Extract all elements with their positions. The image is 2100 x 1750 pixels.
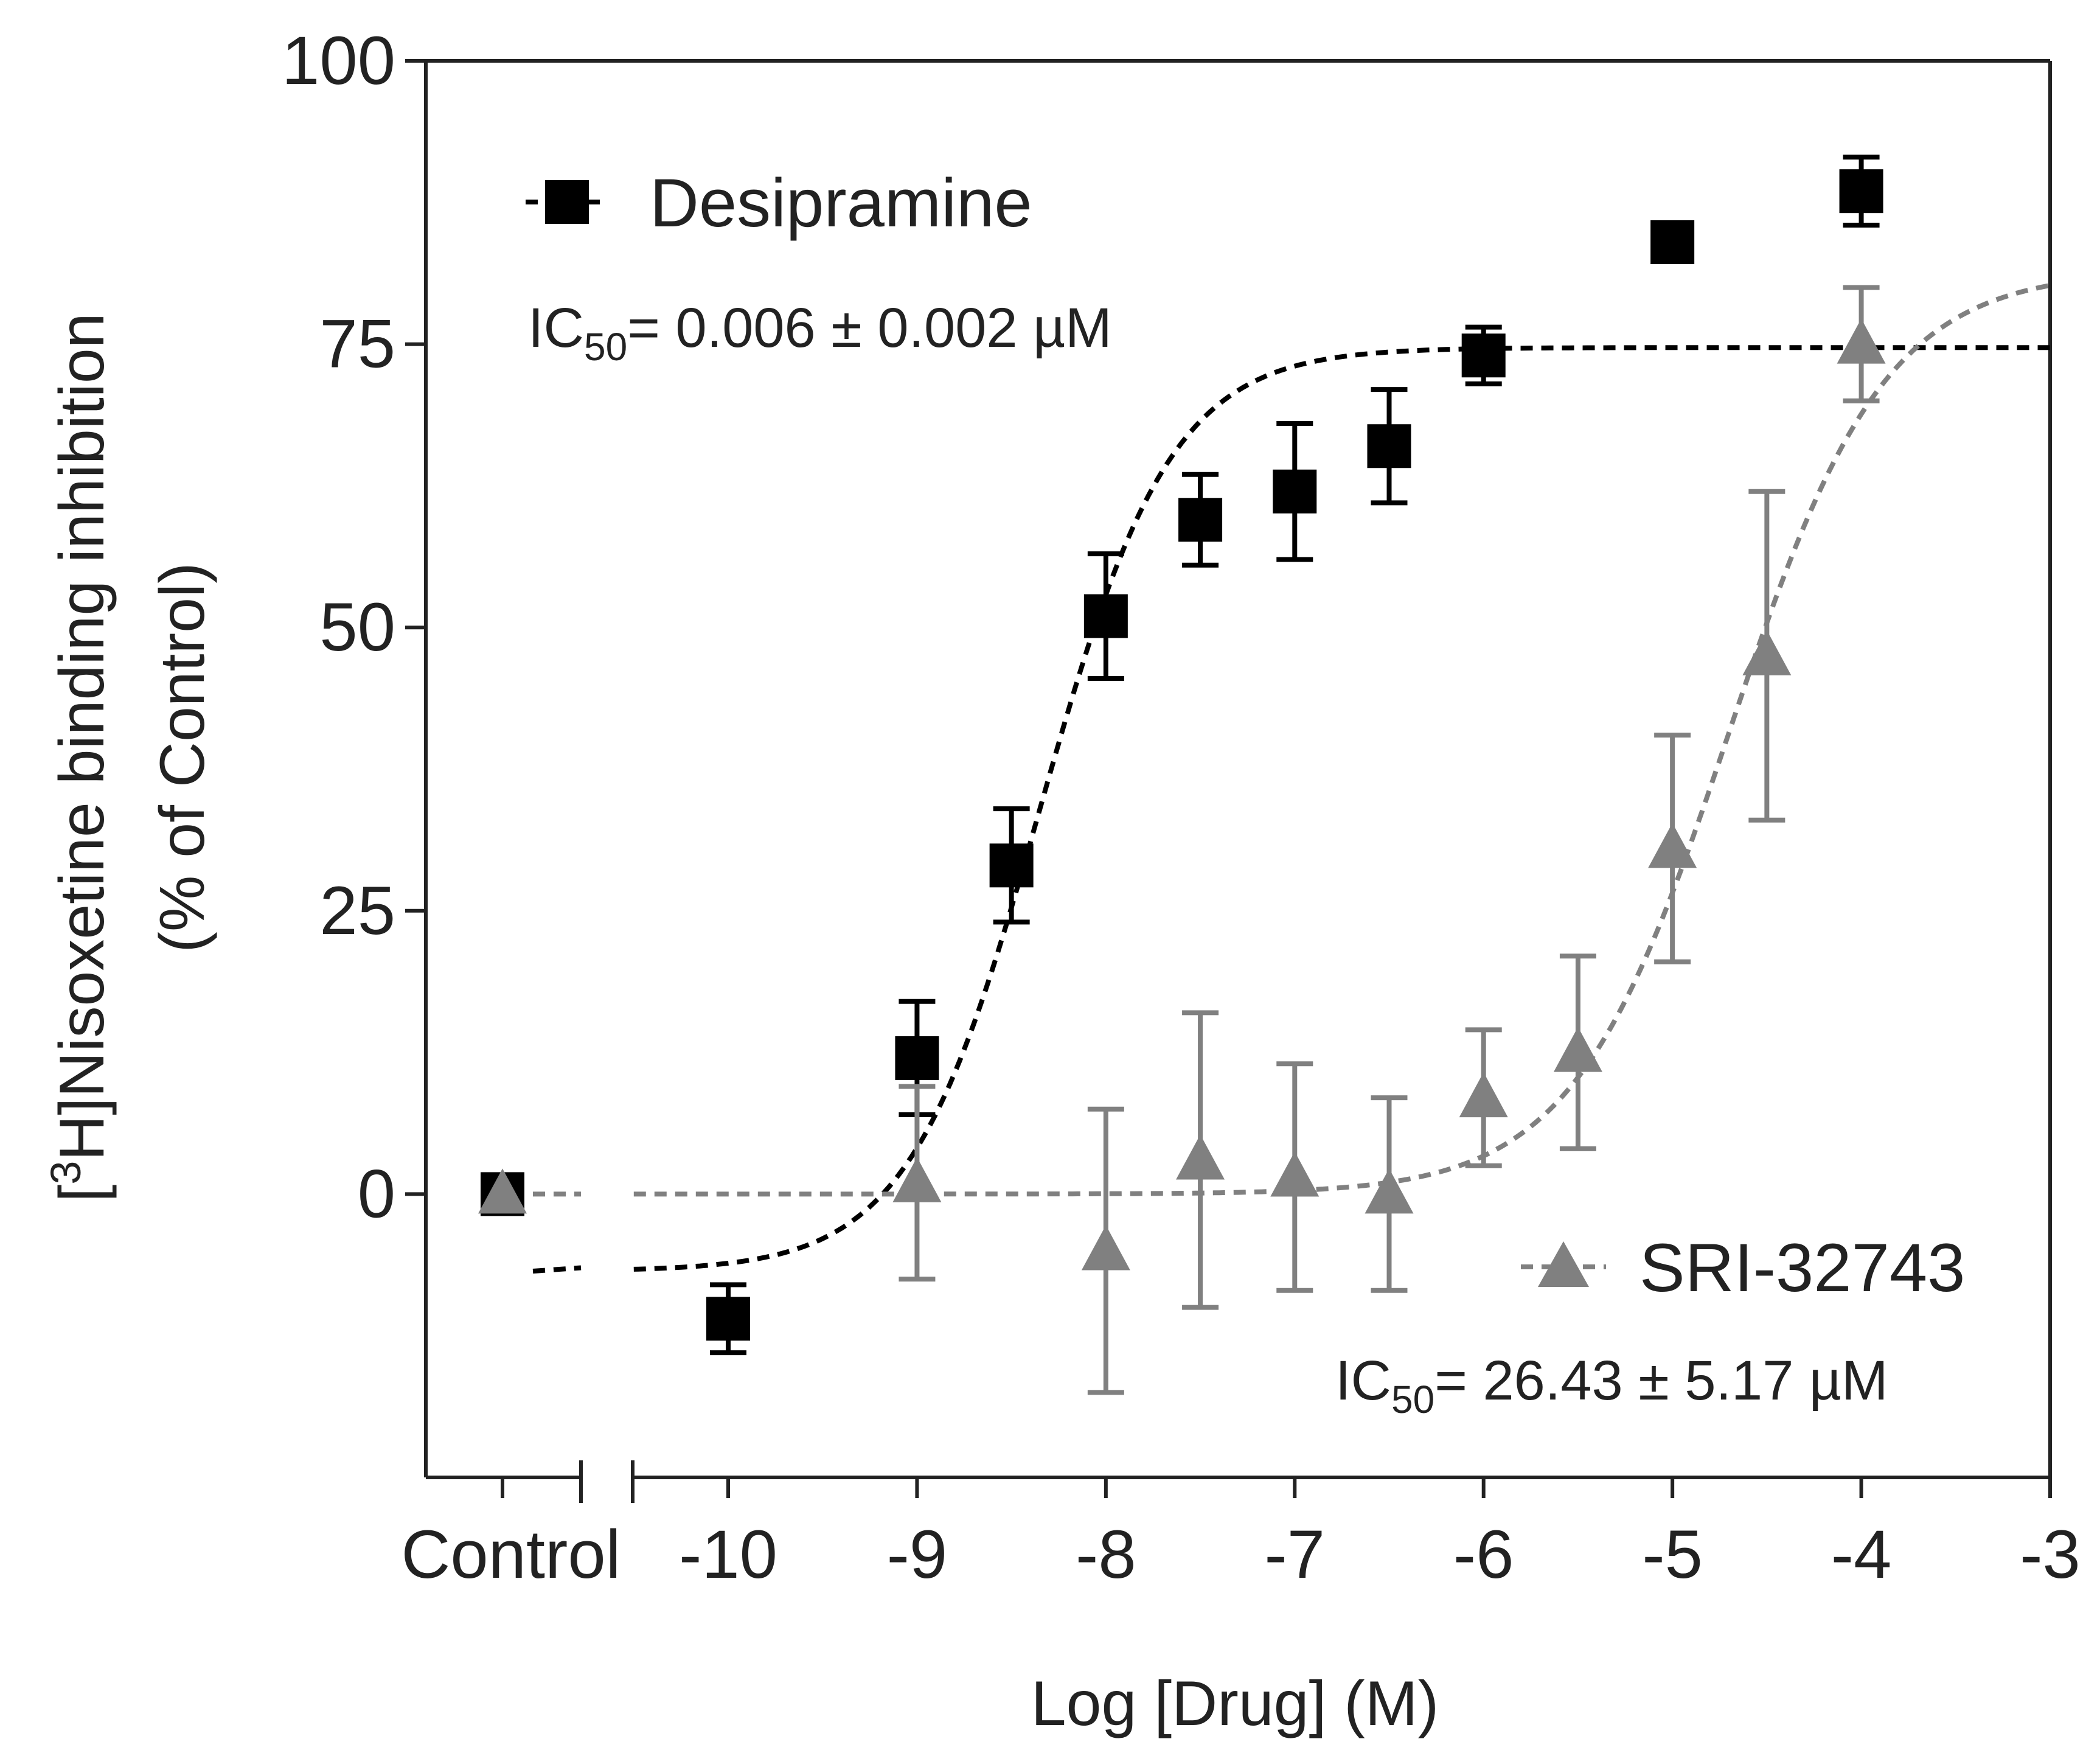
x-tick-label: -3 (2020, 1516, 2081, 1592)
desipramine-point (1367, 424, 1411, 469)
x-tick-label: -5 (1642, 1516, 1703, 1592)
fit-curves (532, 283, 2051, 1274)
sri-32743-point (1365, 1168, 1414, 1214)
ic50-desipramine: IC50= 0.006 ± 0.002 µM (528, 297, 1112, 369)
x-tick-label-control: Control (401, 1516, 621, 1592)
desipramine-point (706, 1297, 750, 1341)
y-tick-label: 100 (282, 23, 395, 99)
legend-desipramine-marker (545, 180, 589, 224)
sri-32743-point (1459, 1072, 1508, 1118)
x-tick-label: -9 (887, 1516, 948, 1592)
sri-32743-point (1081, 1225, 1130, 1271)
sri-32743-point (1742, 630, 1792, 675)
x-tick-label: -8 (1076, 1516, 1136, 1592)
y-axis-title-line1: [3H]Nisoxetine binding inhibition (42, 313, 117, 1202)
x-tick-label: -6 (1453, 1516, 1514, 1592)
legend-sri-label: SRI-32743 (1639, 1230, 1965, 1306)
desipramine-point (1461, 333, 1506, 378)
data-markers (478, 169, 1886, 1341)
y-tick-label: 25 (319, 873, 395, 949)
sri-32743-control-point (478, 1168, 527, 1214)
desipramine-point (895, 1036, 939, 1080)
sri-32743-point (1176, 1134, 1225, 1180)
fit-curve-sri-32743 (533, 283, 2051, 1197)
y-tick-label: 0 (358, 1156, 395, 1232)
sri-32743-point (892, 1157, 942, 1202)
x-tick-label: -10 (679, 1516, 777, 1592)
legend-desipramine: Desipramine (526, 165, 1032, 241)
legend-desipramine-label: Desipramine (650, 165, 1032, 241)
desipramine-point (1178, 498, 1223, 542)
y-axis-title-line2: (% of Control) (147, 562, 218, 953)
sri-32743-point (1648, 823, 1697, 868)
sri-32743-point (1553, 1027, 1602, 1072)
desipramine-point (989, 843, 1034, 888)
desipramine-point (1083, 594, 1128, 638)
desipramine-point (1650, 220, 1695, 264)
sri-32743-point (1837, 318, 1886, 364)
x-axis-title: Log [Drug] (M) (1031, 1668, 1439, 1739)
axes: 0 25 50 75 100 -10 -9 -8 -7 -6 -5 -4 -3 Control (282, 23, 2081, 1592)
desipramine-point (1839, 169, 1883, 214)
x-tick-label: -4 (1831, 1516, 1892, 1592)
y-tick-label: 50 (319, 589, 395, 665)
legend-sri-marker (1538, 1241, 1589, 1287)
fit-curve-desipramine (532, 345, 2050, 1274)
legend-sri-32743: SRI-32743 (1521, 1230, 1965, 1306)
ic50-sri-32743: IC50= 26.43 ± 5.17 µM (1335, 1350, 1888, 1421)
y-tick-label: 75 (319, 306, 395, 382)
x-tick-label: -7 (1264, 1516, 1325, 1592)
sri-32743-point (1270, 1151, 1319, 1197)
desipramine-point (1273, 469, 1317, 514)
